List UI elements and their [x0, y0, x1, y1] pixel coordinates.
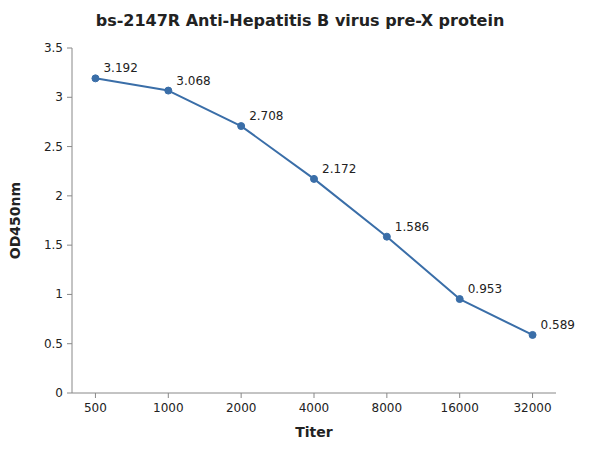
x-tick-label: 1000	[153, 401, 184, 415]
x-tick-label: 4000	[299, 401, 330, 415]
y-tick-label: 2.5	[44, 140, 63, 154]
x-tick-label: 32000	[513, 401, 551, 415]
y-tick	[67, 195, 72, 196]
y-tick	[67, 343, 72, 344]
y-tick	[67, 97, 72, 98]
x-tick	[386, 393, 387, 398]
data-label: 0.953	[468, 282, 502, 296]
x-tick	[241, 393, 242, 398]
x-tick	[95, 393, 96, 398]
point	[92, 75, 99, 82]
x-tick-label: 2000	[226, 401, 257, 415]
x-axis-label: Titer	[295, 424, 333, 440]
data-label: 2.708	[249, 109, 283, 123]
y-tick-label: 1.5	[44, 238, 63, 252]
y-tick-label: 0.5	[44, 337, 63, 351]
x-tick	[532, 393, 533, 398]
plot-area	[92, 75, 536, 339]
point	[165, 87, 172, 94]
x-tick	[314, 393, 315, 398]
y-axis-label: OD450nm	[7, 182, 23, 259]
x-tick-label: 8000	[372, 401, 403, 415]
data-label: 0.589	[541, 318, 575, 332]
y-tick-label: 1	[55, 287, 63, 301]
point	[238, 123, 245, 130]
x-axis: 500 1000 2000 4000 8000 16000 32000	[84, 393, 552, 415]
chart: 500 1000 2000 4000 8000 16000 32000 0 0.5 1 1.5 2 2.…	[0, 0, 600, 451]
y-tick	[67, 294, 72, 295]
title: bs-2147R Anti-Hepatitis B virus pre-X pr…	[96, 11, 505, 30]
y-tick-label: 3.5	[44, 41, 63, 55]
y-tick-label: 0	[55, 386, 63, 400]
y-tick	[67, 393, 72, 394]
data-label: 2.172	[322, 162, 356, 176]
point	[529, 331, 536, 338]
y-axis-line	[72, 48, 73, 393]
data-labels: 3.192 3.068 2.708 2.172 1.586 0.953 0.589	[103, 61, 574, 332]
x-tick-label: 16000	[441, 401, 479, 415]
point	[311, 175, 318, 182]
data-label: 3.192	[103, 61, 137, 75]
x-tick-label: 500	[84, 401, 107, 415]
y-tick-label: 2	[55, 189, 63, 203]
point	[383, 233, 390, 240]
y-tick	[67, 146, 72, 147]
x-tick	[459, 393, 460, 398]
point	[456, 296, 463, 303]
data-label: 1.586	[395, 220, 429, 234]
y-tick-label: 3	[55, 90, 63, 104]
y-tick	[67, 48, 72, 49]
y-tick	[67, 245, 72, 246]
line	[95, 78, 532, 335]
data-label: 3.068	[176, 74, 210, 88]
y-axis: 0 0.5 1 1.5 2 2.5 3 3.5	[44, 41, 72, 400]
x-tick	[168, 393, 169, 398]
